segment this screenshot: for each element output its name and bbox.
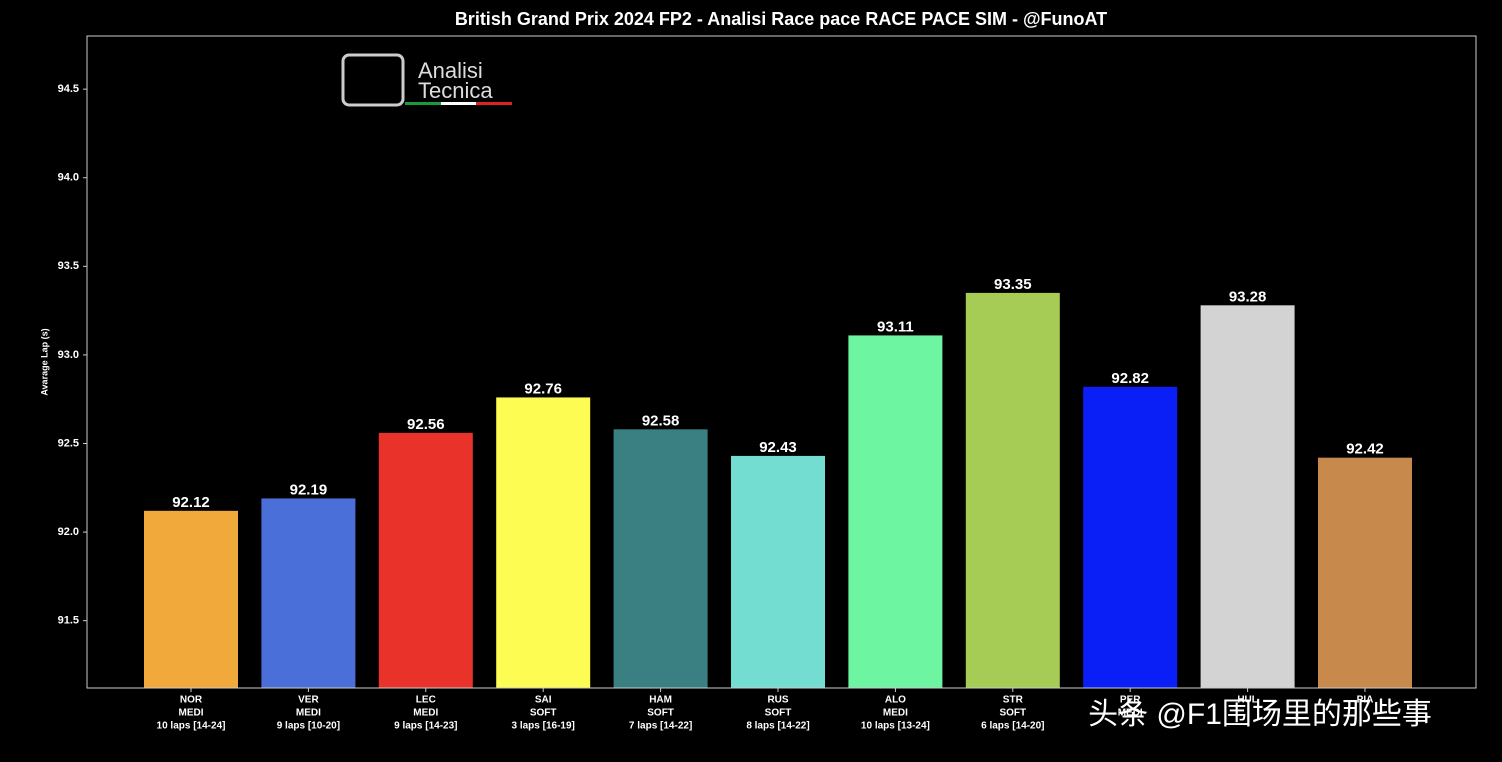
- x-tick-label: PER: [1120, 695, 1141, 706]
- bar: [848, 335, 943, 688]
- logo-flag: [405, 102, 441, 105]
- x-tick-label: HUL: [1237, 695, 1258, 706]
- tyre-label: MEDI: [296, 708, 321, 719]
- bar: [378, 432, 473, 688]
- x-tick-label: RUS: [767, 695, 788, 706]
- bar: [1200, 305, 1295, 688]
- x-tick-label: LEC: [416, 695, 436, 706]
- axes-frame: [86, 35, 1477, 689]
- y-tick-label: 94.5: [58, 83, 79, 95]
- y-tick-label: 94.0: [58, 172, 79, 184]
- tyre-label: MEDI: [413, 708, 438, 719]
- x-tick-label: VER: [298, 695, 319, 706]
- logo-flag: [476, 102, 512, 105]
- laps-label: 10 laps [14-24]: [157, 721, 226, 732]
- y-tick-label: 93.5: [58, 260, 79, 272]
- y-tick-label: 92.0: [58, 526, 79, 538]
- x-tick-label: PIA: [1357, 695, 1374, 706]
- logo-text: Analisi: [418, 58, 483, 83]
- value-label: 92.58: [642, 412, 680, 429]
- bar: [144, 510, 238, 688]
- tyre-label: SOFT: [999, 708, 1026, 719]
- y-tick-label: 93.0: [58, 349, 79, 361]
- laps-label: 6 laps [14-20]: [981, 721, 1044, 732]
- plot-area: 91.5 92.0 92.5 93.0 93.5 94.0 94.5 NOR MEDI 10 la…: [58, 83, 1412, 732]
- laps-label: 9 laps [14-23]: [394, 721, 457, 732]
- laps-label: 8 laps [14-22]: [746, 721, 809, 732]
- y-axis-label: Avarage Lap (s): [39, 328, 49, 395]
- laps-label: 7 laps [14-22]: [629, 721, 692, 732]
- logo-icon: [341, 53, 405, 107]
- chart-title: British Grand Prix 2024 FP2 - Analisi Ra…: [455, 9, 1107, 29]
- bar: [965, 292, 1060, 688]
- bar: [1318, 457, 1412, 688]
- bar: [261, 498, 356, 688]
- value-label: 93.11: [877, 318, 914, 335]
- value-label: 92.42: [1346, 441, 1384, 458]
- bar: [613, 429, 708, 688]
- value-label: 92.43: [759, 439, 797, 456]
- value-label: 92.12: [172, 494, 210, 511]
- x-tick-label: NOR: [180, 695, 203, 706]
- watermark: 头条 @F1围场里的那些事: [1088, 698, 1432, 731]
- value-label: 92.76: [524, 380, 562, 397]
- x-tick-label: STR: [1003, 695, 1024, 706]
- logo-text: Tecnica: [418, 78, 493, 103]
- value-label: 92.56: [407, 416, 445, 433]
- y-tick-label: 92.5: [58, 437, 79, 449]
- tyre-label: MEDI: [1118, 708, 1143, 719]
- value-label: 92.82: [1111, 370, 1149, 387]
- value-label: 93.28: [1229, 288, 1267, 305]
- bar: [1083, 386, 1178, 688]
- tyre-label: SOFT: [530, 708, 557, 719]
- laps-label: 10 laps [13-24]: [861, 721, 930, 732]
- bar: [731, 455, 825, 688]
- value-label: 93.35: [994, 276, 1032, 293]
- laps-label: 3 laps [16-19]: [512, 721, 575, 732]
- x-tick-label: HAM: [649, 695, 672, 706]
- tyre-label: SOFT: [647, 708, 674, 719]
- tyre-label: MEDI: [883, 708, 908, 719]
- tyre-label: MEDI: [179, 708, 204, 719]
- logo-flag: [441, 102, 476, 105]
- bar: [496, 397, 591, 688]
- x-tick-label: SAI: [535, 695, 552, 706]
- laps-label: 9 laps [10-20]: [277, 721, 340, 732]
- y-tick-label: 91.5: [58, 615, 79, 627]
- x-tick-label: ALO: [885, 695, 906, 706]
- value-label: 92.19: [290, 481, 328, 498]
- tyre-label: SOFT: [765, 708, 792, 719]
